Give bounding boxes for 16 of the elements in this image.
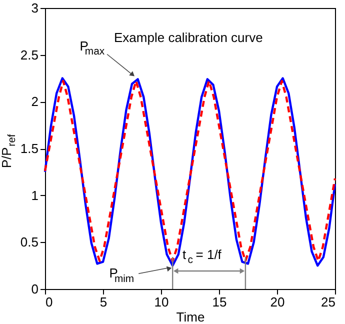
y-tick-label: 3 xyxy=(31,0,38,16)
y-axis-title: P/Pref xyxy=(0,134,18,168)
x-axis-title: Time xyxy=(176,310,205,324)
x-tick-label: 0 xyxy=(46,294,53,310)
x-tick-label: 5 xyxy=(100,294,108,310)
y-tick-label: 2 xyxy=(31,94,38,110)
y-tick-label: 2.5 xyxy=(20,47,38,62)
x-tick-label: 20 xyxy=(270,294,285,310)
x-tick-label: 25 xyxy=(321,294,336,310)
y-tick-label: 0 xyxy=(31,282,38,296)
text: Example calibration curve xyxy=(114,30,263,45)
y-tick-label: 1 xyxy=(31,188,38,203)
y-tick-label: 0.5 xyxy=(20,234,38,250)
y-tick-label: 1.5 xyxy=(20,141,38,156)
x-tick-label: 15 xyxy=(212,294,227,310)
x-tick-label: 10 xyxy=(154,294,169,310)
